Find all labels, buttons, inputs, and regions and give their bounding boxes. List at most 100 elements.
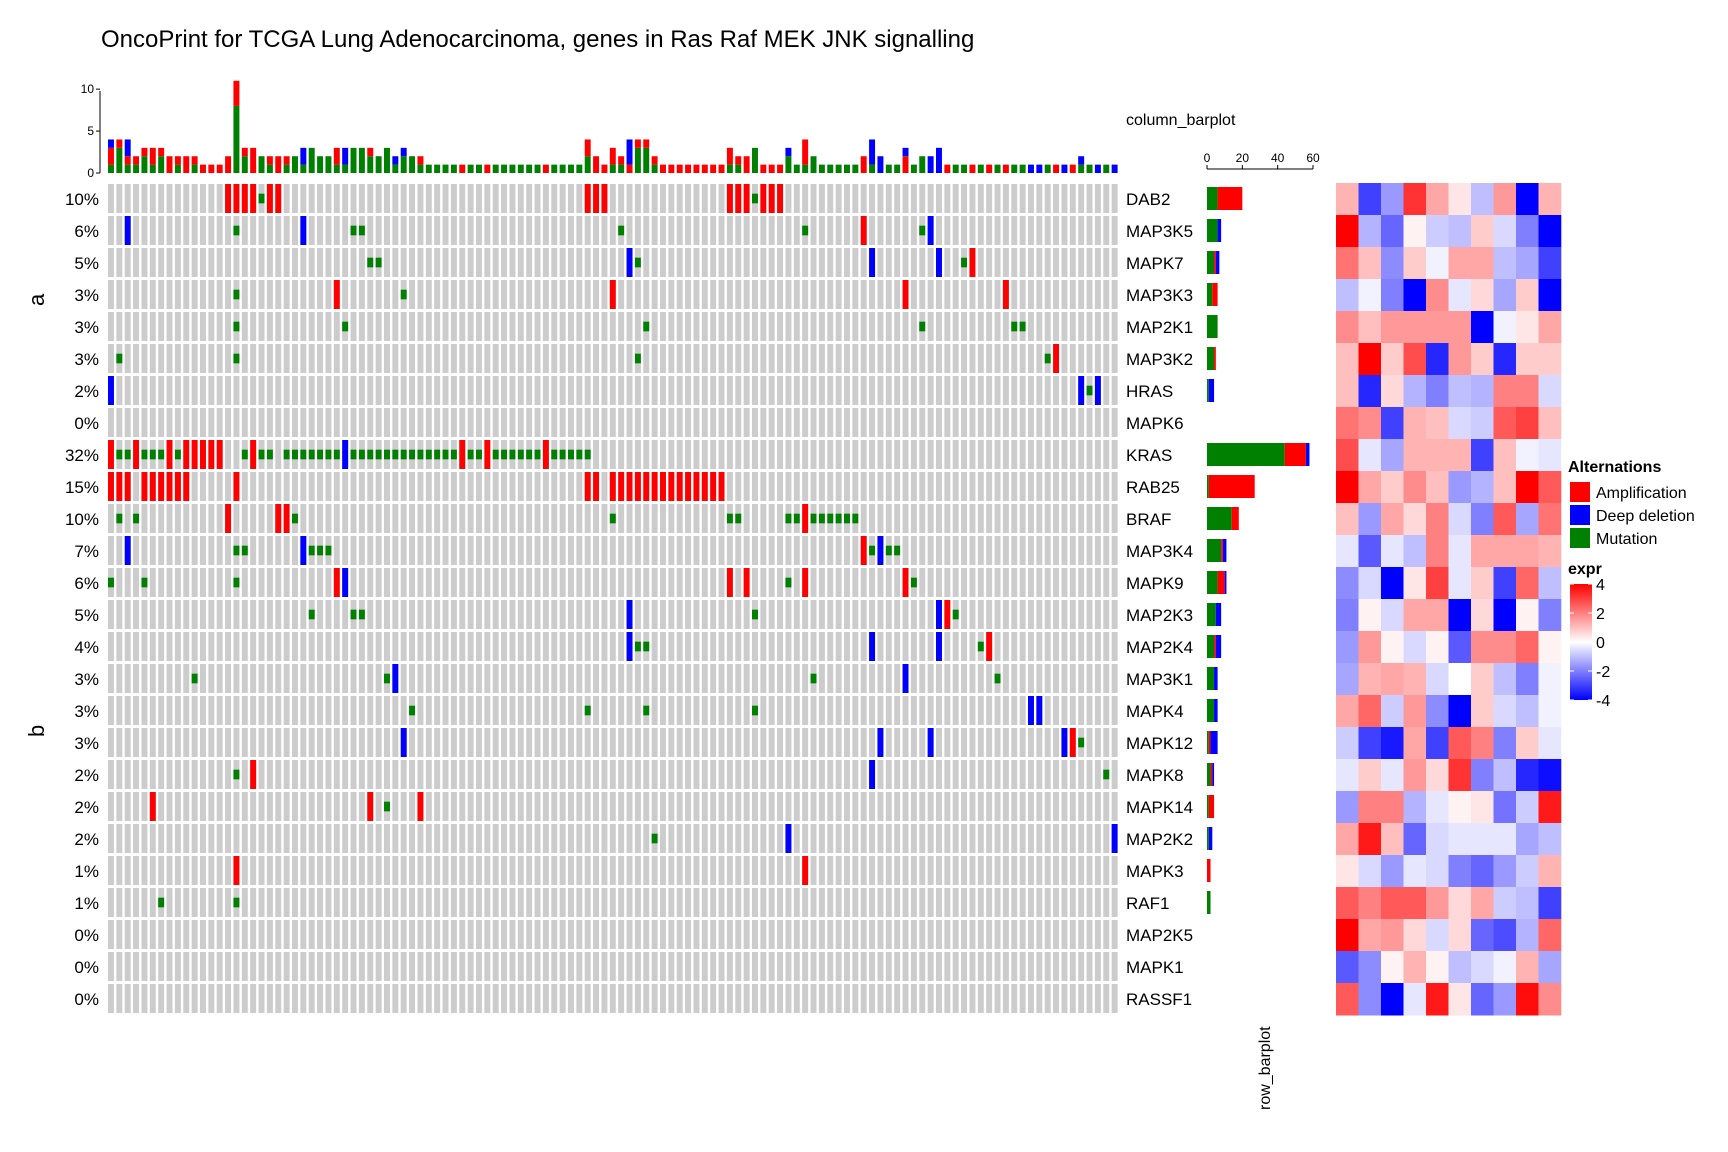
- column-bar-segment: [417, 156, 424, 165]
- cell-bg: [400, 952, 407, 981]
- cell-bg: [902, 600, 909, 629]
- cell-bg: [467, 728, 474, 757]
- gene-label: MAP3K1: [1126, 670, 1193, 689]
- cell-bg: [660, 632, 666, 661]
- expr-cell: [1336, 407, 1359, 440]
- cell-bg: [1069, 216, 1076, 245]
- cell-bg: [1011, 504, 1018, 533]
- cell-bg: [1111, 792, 1118, 821]
- cell-bg: [174, 568, 181, 597]
- cell-bg: [517, 984, 524, 1013]
- cell-bg: [559, 184, 566, 213]
- cell-bg: [1103, 280, 1110, 309]
- cell-bg: [333, 248, 340, 277]
- cell-bg: [618, 664, 625, 693]
- cell-bg: [869, 664, 876, 693]
- pct-label: 2%: [74, 766, 99, 785]
- gene-label: MAPK4: [1126, 702, 1184, 721]
- cell-bg: [409, 856, 416, 885]
- cell-bg: [827, 600, 834, 629]
- cell-bg: [852, 344, 859, 373]
- cell-bg: [526, 824, 533, 853]
- cell-bg: [534, 728, 541, 757]
- cell-bg: [350, 664, 357, 693]
- cell-bg: [417, 504, 424, 533]
- cell-bg: [300, 408, 307, 437]
- cell-bg: [885, 920, 892, 949]
- cell-bg: [802, 632, 809, 661]
- cell-bg: [1069, 664, 1076, 693]
- column-bar-segment: [542, 164, 549, 173]
- expr-cell: [1426, 471, 1449, 504]
- cell-bg: [133, 728, 140, 757]
- cell-bg: [944, 344, 951, 373]
- row-bar-segment: [1214, 699, 1218, 722]
- cell-bg: [802, 888, 809, 917]
- expr-cell: [1426, 631, 1449, 664]
- cell-bg: [434, 376, 441, 405]
- cell-bg: [317, 728, 324, 757]
- cell-bg: [409, 888, 416, 917]
- cell-bg: [509, 408, 516, 437]
- cell-mutation: [919, 225, 926, 236]
- expr-cell: [1538, 375, 1562, 408]
- cell-bg: [141, 792, 148, 821]
- cell-mutation: [634, 641, 641, 652]
- cell-bg: [283, 408, 290, 437]
- cell-bg: [216, 184, 223, 213]
- cell-bg: [835, 792, 842, 821]
- cell-bg: [216, 280, 223, 309]
- cell-bg: [467, 312, 474, 341]
- cell-amplification: [241, 184, 248, 213]
- cell-bg: [894, 728, 901, 757]
- gene-row-rassf1: [108, 984, 1118, 1013]
- cell-bg: [735, 376, 742, 405]
- cell-bg: [961, 536, 968, 565]
- expr-cell: [1471, 439, 1494, 472]
- cell-bg: [509, 728, 516, 757]
- cell-bg: [559, 952, 566, 981]
- expr-cell: [1516, 407, 1539, 440]
- column-bar-segment: [559, 164, 566, 173]
- cell-bg: [785, 536, 792, 565]
- cell-mutation: [752, 609, 758, 620]
- cell-bg: [1094, 888, 1101, 917]
- cell-bg: [501, 600, 508, 629]
- cell-bg: [743, 888, 750, 917]
- cell-bg: [450, 568, 457, 597]
- column-bar-segment: [936, 147, 942, 173]
- cell-bg: [752, 376, 758, 405]
- cell-bg: [133, 984, 140, 1013]
- column-bar-segment: [634, 139, 641, 148]
- row-bar-segment: [1215, 635, 1222, 658]
- cell-bg: [844, 984, 850, 1013]
- cell-mutation: [233, 225, 240, 236]
- cell-bg: [626, 920, 633, 949]
- cell-bg: [994, 312, 1001, 341]
- cell-bg: [568, 376, 574, 405]
- cell-amplification: [233, 856, 240, 885]
- cell-bg: [660, 728, 666, 757]
- cell-bg: [526, 792, 533, 821]
- expr-cell: [1448, 375, 1472, 408]
- cell-bg: [216, 248, 223, 277]
- cell-bg: [292, 696, 298, 725]
- expr-cell: [1403, 183, 1427, 216]
- cell-bg: [517, 920, 524, 949]
- cell-mutation: [241, 545, 248, 556]
- cell-bg: [225, 664, 232, 693]
- cell-bg: [325, 248, 332, 277]
- cell-bg: [384, 760, 390, 789]
- cell-bg: [643, 568, 650, 597]
- gene-label: MAP2K3: [1126, 606, 1193, 625]
- row-barplot: [1207, 187, 1310, 914]
- cell-bg: [158, 504, 165, 533]
- cell-bg: [701, 280, 708, 309]
- cell-bg: [910, 792, 917, 821]
- cell-bg: [241, 824, 248, 853]
- cell-bg: [1053, 792, 1060, 821]
- cell-bg: [392, 184, 399, 213]
- cell-bg: [894, 792, 901, 821]
- cell-bg: [835, 760, 842, 789]
- cell-bg: [584, 536, 591, 565]
